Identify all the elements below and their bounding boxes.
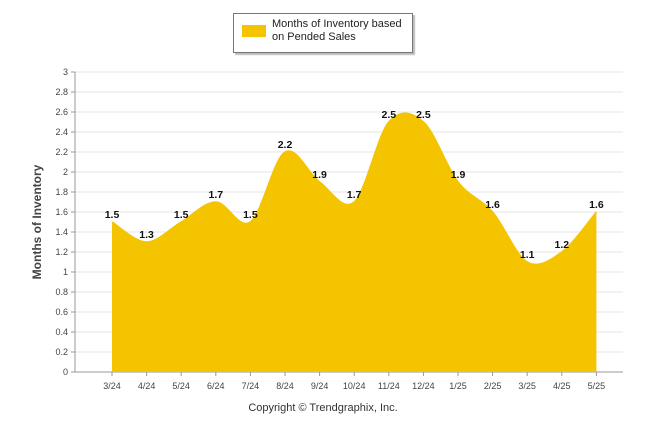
data-label: 1.2 — [554, 239, 569, 251]
y-tick-label: 1 — [63, 267, 68, 277]
x-tick-label: 4/25 — [553, 381, 571, 391]
y-tick-label: 2.2 — [55, 147, 68, 157]
x-tick-label: 4/24 — [138, 381, 156, 391]
x-tick-label: 2/25 — [484, 381, 502, 391]
x-tick-label: 12/24 — [412, 381, 435, 391]
data-label: 1.7 — [347, 189, 362, 201]
y-tick-label: 0.8 — [55, 287, 68, 297]
data-label: 1.6 — [589, 199, 604, 211]
y-tick-label: 1.8 — [55, 187, 68, 197]
y-tick-label: 2.6 — [55, 107, 68, 117]
legend-label: Months of Inventory based on Pended Sale… — [272, 18, 402, 43]
data-label: 1.1 — [520, 249, 535, 261]
y-axis-title: Months of Inventory — [30, 164, 44, 279]
y-tick-label: 2.8 — [55, 87, 68, 97]
x-tick-label: 7/24 — [242, 381, 260, 391]
x-tick-label: 8/24 — [276, 381, 294, 391]
y-tick-label: 0.2 — [55, 347, 68, 357]
y-tick-label: 1.6 — [55, 207, 68, 217]
y-tick-label: 0.6 — [55, 307, 68, 317]
x-tick-label: 5/25 — [588, 381, 606, 391]
data-label: 2.5 — [381, 109, 396, 121]
x-tick-label: 10/24 — [343, 381, 366, 391]
y-tick-label: 2.4 — [55, 127, 68, 137]
data-label: 1.5 — [174, 209, 189, 221]
legend: Months of Inventory based on Pended Sale… — [233, 13, 413, 53]
data-label: 1.5 — [105, 209, 120, 221]
data-label: 2.2 — [278, 139, 293, 151]
y-tick-label: 0 — [63, 367, 68, 377]
y-tick-label: 2 — [63, 167, 68, 177]
area-series — [112, 113, 597, 372]
data-label: 1.7 — [208, 189, 223, 201]
x-tick-label: 5/24 — [172, 381, 190, 391]
x-tick-label: 6/24 — [207, 381, 225, 391]
data-label: 1.5 — [243, 209, 258, 221]
copyright-footer: Copyright © Trendgraphix, Inc. — [248, 402, 398, 414]
area-series-line — [111, 112, 597, 266]
legend-swatch — [242, 25, 266, 37]
y-tick-label: 3 — [63, 67, 68, 77]
data-label: 1.9 — [451, 169, 466, 181]
data-label: 1.6 — [485, 199, 500, 211]
x-tick-label: 3/25 — [518, 381, 536, 391]
x-tick-label: 1/25 — [449, 381, 467, 391]
data-label: 1.9 — [312, 169, 327, 181]
x-tick-label: 11/24 — [378, 381, 400, 391]
x-tick-label: 9/24 — [311, 381, 329, 391]
x-tick-label: 3/24 — [103, 381, 121, 391]
y-tick-label: 1.4 — [55, 227, 68, 237]
y-tick-label: 1.2 — [55, 247, 68, 257]
data-label: 2.5 — [416, 109, 431, 121]
y-tick-label: 0.4 — [55, 327, 68, 337]
data-label: 1.3 — [139, 229, 154, 241]
